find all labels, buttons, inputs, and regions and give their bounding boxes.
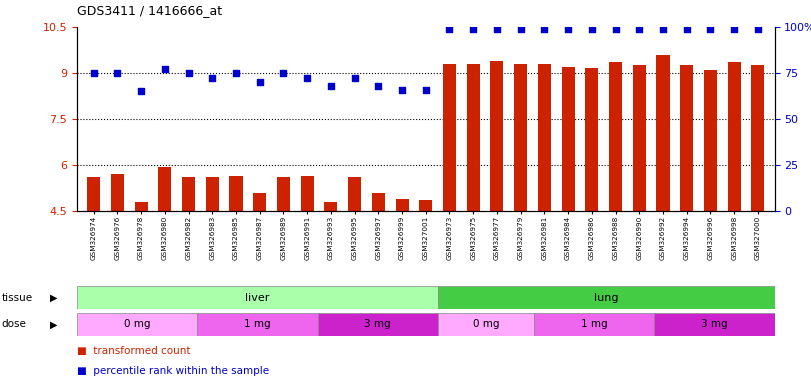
Point <box>562 26 575 32</box>
Point <box>135 88 148 94</box>
Text: 0 mg: 0 mg <box>124 319 150 329</box>
Point <box>467 26 480 32</box>
Point <box>704 26 717 32</box>
Text: ▶: ▶ <box>50 319 58 329</box>
Point <box>396 86 409 93</box>
Point <box>111 70 124 76</box>
Bar <box>491 61 504 211</box>
Point <box>87 70 100 76</box>
Bar <box>158 167 171 211</box>
Bar <box>318 313 438 336</box>
Point <box>727 26 740 32</box>
Text: 3 mg: 3 mg <box>364 319 391 329</box>
Bar <box>514 64 527 211</box>
Bar <box>438 286 775 309</box>
Point <box>657 26 670 32</box>
Point <box>182 70 195 76</box>
Bar <box>609 62 622 211</box>
Text: liver: liver <box>245 293 269 303</box>
Bar <box>443 64 456 211</box>
Bar <box>586 68 599 211</box>
Point <box>324 83 337 89</box>
Text: 1 mg: 1 mg <box>244 319 271 329</box>
Point <box>443 26 456 32</box>
Bar <box>727 62 740 211</box>
Point <box>514 26 527 32</box>
Point <box>348 75 361 81</box>
Text: dose: dose <box>2 319 27 329</box>
Bar <box>534 313 654 336</box>
Text: 1 mg: 1 mg <box>581 319 607 329</box>
Text: tissue: tissue <box>2 293 32 303</box>
Bar <box>633 65 646 211</box>
Point <box>206 75 219 81</box>
Text: lung: lung <box>594 293 619 303</box>
Bar <box>654 313 775 336</box>
Bar <box>277 177 290 211</box>
Bar <box>111 174 124 211</box>
Point <box>158 66 171 72</box>
Bar <box>197 313 318 336</box>
Bar <box>230 176 242 211</box>
Point <box>277 70 290 76</box>
Bar <box>77 286 438 309</box>
Bar <box>348 177 361 211</box>
Bar <box>538 64 551 211</box>
Text: 0 mg: 0 mg <box>473 319 499 329</box>
Point <box>538 26 551 32</box>
Point <box>752 26 765 32</box>
Point <box>633 26 646 32</box>
Text: GDS3411 / 1416666_at: GDS3411 / 1416666_at <box>77 4 222 17</box>
Bar <box>561 67 575 211</box>
Point <box>253 79 266 85</box>
Point <box>301 75 314 81</box>
Bar <box>656 55 670 211</box>
Point <box>609 26 622 32</box>
Text: ▶: ▶ <box>50 293 58 303</box>
Bar <box>419 200 432 211</box>
Text: ■  percentile rank within the sample: ■ percentile rank within the sample <box>77 366 269 376</box>
Point <box>371 83 384 89</box>
Bar <box>253 193 266 211</box>
Bar <box>371 193 385 211</box>
Point <box>230 70 242 76</box>
Bar <box>87 177 101 211</box>
Bar <box>751 65 765 211</box>
Bar <box>680 65 693 211</box>
Point <box>419 86 432 93</box>
Bar <box>77 313 197 336</box>
Text: ■  transformed count: ■ transformed count <box>77 346 191 356</box>
Bar <box>438 313 534 336</box>
Bar <box>135 202 148 211</box>
Point <box>680 26 693 32</box>
Bar <box>206 177 219 211</box>
Bar <box>301 176 314 211</box>
Bar <box>466 64 480 211</box>
Bar <box>182 177 195 211</box>
Bar <box>396 199 409 211</box>
Point <box>491 26 504 32</box>
Text: 3 mg: 3 mg <box>701 319 727 329</box>
Bar <box>324 202 337 211</box>
Point <box>586 26 599 32</box>
Bar <box>704 70 717 211</box>
